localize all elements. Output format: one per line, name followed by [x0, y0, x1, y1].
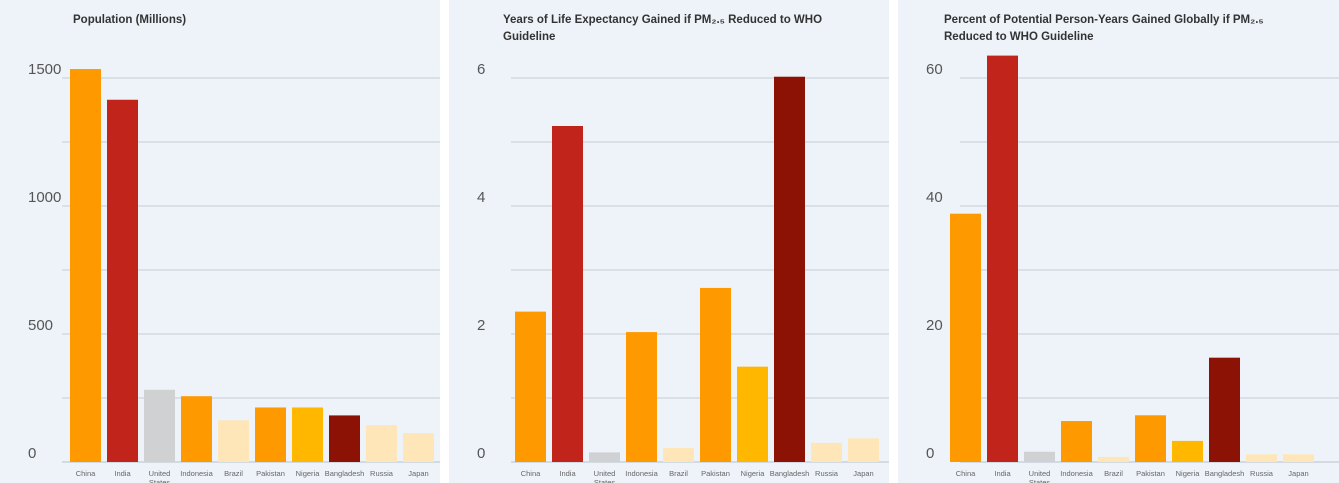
category-label: Nigeria — [741, 469, 766, 478]
bar — [70, 69, 101, 462]
life-expectancy-chart-panel: 0 2 4 6 China India United States Indonesia Brazi… — [449, 0, 889, 483]
category-label: Pakistan — [1136, 469, 1165, 478]
category-label: India — [114, 469, 131, 478]
bar — [552, 126, 583, 462]
category-label: United — [594, 469, 616, 478]
category-label: Bangladesh — [770, 469, 810, 478]
category-label: States — [1029, 478, 1051, 483]
bar — [811, 442, 842, 462]
category-label: Indonesia — [1060, 469, 1093, 478]
bar — [255, 407, 286, 462]
bar — [848, 438, 879, 462]
y-tick-label: 6 — [477, 61, 485, 78]
bar — [987, 55, 1018, 462]
bar — [774, 76, 805, 462]
y-tick-label: 0 — [28, 445, 36, 462]
bar — [1172, 440, 1203, 462]
category-label: Brazil — [224, 469, 243, 478]
category-label: China — [521, 469, 541, 478]
y-tick-label: 500 — [28, 317, 53, 334]
category-label: Russia — [1250, 469, 1274, 478]
bar — [737, 366, 768, 462]
category-label: Nigeria — [296, 469, 321, 478]
category-label: Russia — [370, 469, 394, 478]
y-tick-label: 20 — [926, 317, 943, 334]
category-label: Pakistan — [256, 469, 285, 478]
population-chart-panel: 0 500 1000 1500 China India United States Indone… — [0, 0, 440, 483]
category-label: India — [994, 469, 1011, 478]
bar — [366, 425, 397, 462]
bar — [1061, 421, 1092, 462]
chart-title: Years of Life Expectancy Gained if PM₂.₅… — [503, 14, 823, 43]
y-tick-label: 4 — [477, 189, 485, 206]
category-label: Bangladesh — [325, 469, 365, 478]
y-tick-label: 2 — [477, 317, 485, 334]
category-label: Indonesia — [625, 469, 658, 478]
bar — [292, 407, 323, 462]
category-label: Japan — [408, 469, 428, 478]
bar — [1209, 357, 1240, 462]
bar — [515, 311, 546, 462]
y-tick-label: 40 — [926, 189, 943, 206]
category-label: India — [559, 469, 576, 478]
category-label: Pakistan — [701, 469, 730, 478]
chart-title: Percent of Potential Person-Years Gained… — [944, 14, 1264, 43]
category-label: Japan — [1288, 469, 1308, 478]
category-label: Japan — [853, 469, 873, 478]
category-label: States — [149, 478, 171, 483]
category-label: Bangladesh — [1205, 469, 1245, 478]
bar — [1135, 415, 1166, 462]
y-tick-label: 1500 — [28, 61, 61, 78]
person-years-chart-panel: 0 20 40 60 China India United States Indonesia Br… — [898, 0, 1339, 483]
bar — [329, 415, 360, 462]
bar — [144, 389, 175, 462]
bar — [107, 99, 138, 462]
bar — [700, 287, 731, 462]
bar — [950, 213, 981, 462]
bar — [626, 332, 657, 462]
category-label: Russia — [815, 469, 839, 478]
bar — [1283, 454, 1314, 462]
category-label: States — [594, 478, 616, 483]
y-tick-label: 1000 — [28, 189, 61, 206]
category-label: Nigeria — [1176, 469, 1201, 478]
category-label: United — [1029, 469, 1051, 478]
bar — [1246, 454, 1277, 462]
category-label: China — [956, 469, 976, 478]
bar — [181, 396, 212, 462]
bar — [403, 433, 434, 462]
category-label: Indonesia — [180, 469, 213, 478]
category-label: China — [76, 469, 96, 478]
bar — [218, 420, 249, 462]
chart-title: Population (Millions) — [73, 14, 187, 26]
category-label: United — [149, 469, 171, 478]
y-tick-label: 0 — [926, 445, 934, 462]
y-tick-label: 0 — [477, 445, 485, 462]
category-label: Brazil — [1104, 469, 1123, 478]
bar — [1024, 451, 1055, 462]
bar — [663, 447, 694, 462]
y-tick-label: 60 — [926, 61, 943, 78]
bar — [589, 452, 620, 462]
bar — [1098, 456, 1129, 462]
category-label: Brazil — [669, 469, 688, 478]
